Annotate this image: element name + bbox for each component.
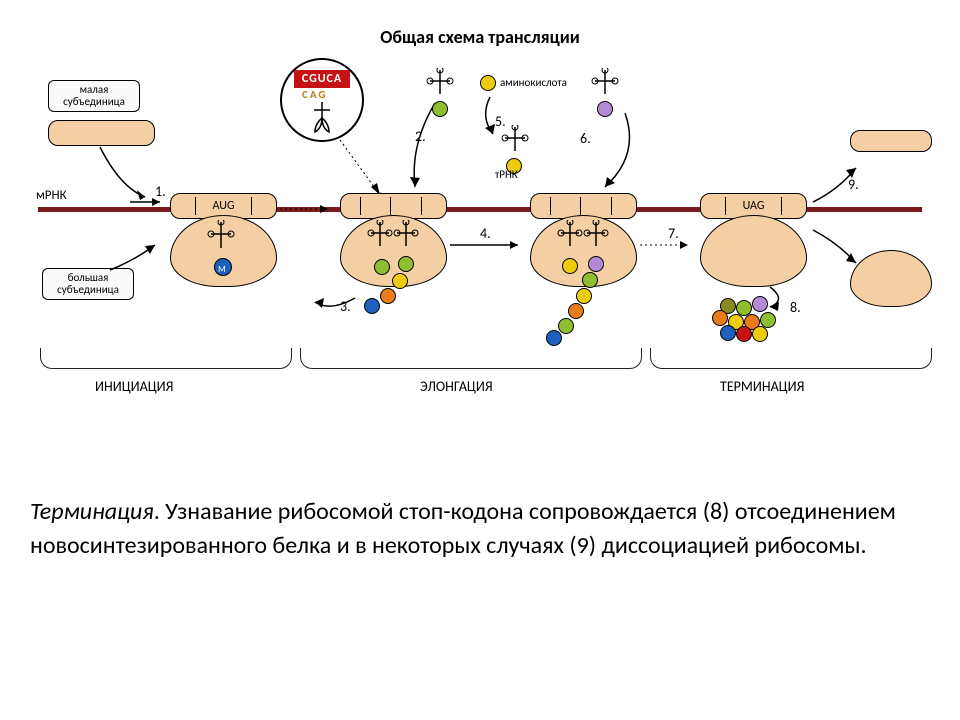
protein-aa-9 — [736, 326, 752, 342]
aa-r3-6 — [546, 330, 562, 346]
trna-rib2-left — [366, 220, 394, 258]
step-6-arrow — [585, 105, 645, 195]
small-subunit-text: малая субъединица — [63, 83, 125, 108]
phase-elongation: ЭЛОНГАЦИЯ — [420, 378, 493, 395]
aa-met: M — [214, 258, 232, 276]
magnifier-sequence: CGUCA — [294, 70, 350, 88]
ribosome4-large — [700, 215, 807, 287]
protein-aa-8 — [720, 325, 736, 341]
aa-r3-1 — [588, 256, 604, 272]
trna-rib3-left — [556, 220, 584, 258]
aa-r3-2 — [582, 272, 598, 288]
ribosome3-slot1 — [550, 197, 582, 215]
trna-label: тРНК — [495, 168, 518, 181]
step-3-arrow — [310, 292, 360, 316]
met-letter: M — [218, 264, 226, 275]
mrna-label: мРНК — [36, 188, 67, 203]
codon-uag: UAG — [725, 197, 782, 215]
aminoacid-label: аминокислота — [500, 76, 567, 89]
aa-r2-1 — [398, 256, 414, 272]
step-7-arrow — [638, 238, 698, 252]
step-4-arrow — [448, 238, 528, 252]
step-1-arrow — [128, 195, 168, 209]
diss-small-subunit — [850, 130, 932, 152]
termination-term: Терминация — [30, 497, 154, 526]
diss-large-subunit — [850, 250, 932, 307]
diagram-title: Общая схема трансляции — [280, 26, 680, 48]
ribosome2-slot1 — [360, 197, 392, 215]
small-subunit-label-box: малая субъединица — [48, 80, 140, 112]
aa-r3-4 — [568, 303, 584, 319]
phase-initiation: ИНИЦИАЦИЯ — [95, 378, 173, 395]
aa-free-yellow — [480, 75, 496, 91]
trna-rib3-right — [582, 220, 610, 258]
aa-r2-2 — [392, 273, 408, 289]
protein-aa-10 — [752, 326, 768, 342]
ribosome3-slot2 — [580, 197, 612, 215]
arrow-small-subunit — [90, 142, 160, 202]
aa-r3-3 — [576, 288, 592, 304]
magnifier-trna-icon — [307, 100, 337, 135]
termination-rest: . Узнавание рибосомой стоп-кодона сопров… — [30, 497, 896, 560]
protein-aa-4 — [712, 310, 728, 326]
aa-r2-extra — [374, 259, 390, 275]
aa-r3-5 — [558, 318, 574, 334]
body-paragraph: Терминация. Узнавание рибосомой стоп-код… — [30, 495, 930, 562]
trna-rib2-right — [392, 220, 420, 258]
aa-r2-3 — [380, 288, 396, 304]
aa-r2-4 — [364, 298, 380, 314]
ribosome2-slot2 — [390, 197, 422, 215]
magnifier: CGUCA CAG — [280, 58, 364, 142]
step-9-up-arrow — [808, 160, 868, 210]
bracket-termination — [650, 348, 932, 369]
bracket-initiation — [40, 348, 292, 369]
aa-incoming-green — [432, 101, 448, 117]
codon-aug: AUG — [195, 197, 252, 215]
step-8-arrow — [765, 282, 805, 312]
dotted-arrow-1 — [278, 202, 338, 216]
trna-met — [206, 220, 236, 260]
arrow-large-subunit — [100, 240, 170, 280]
aa-r3-extra — [562, 258, 578, 274]
aa-incoming-purple — [597, 101, 613, 117]
phase-termination: ТЕРМИНАЦИЯ — [720, 378, 804, 395]
bracket-elongation — [300, 348, 642, 369]
